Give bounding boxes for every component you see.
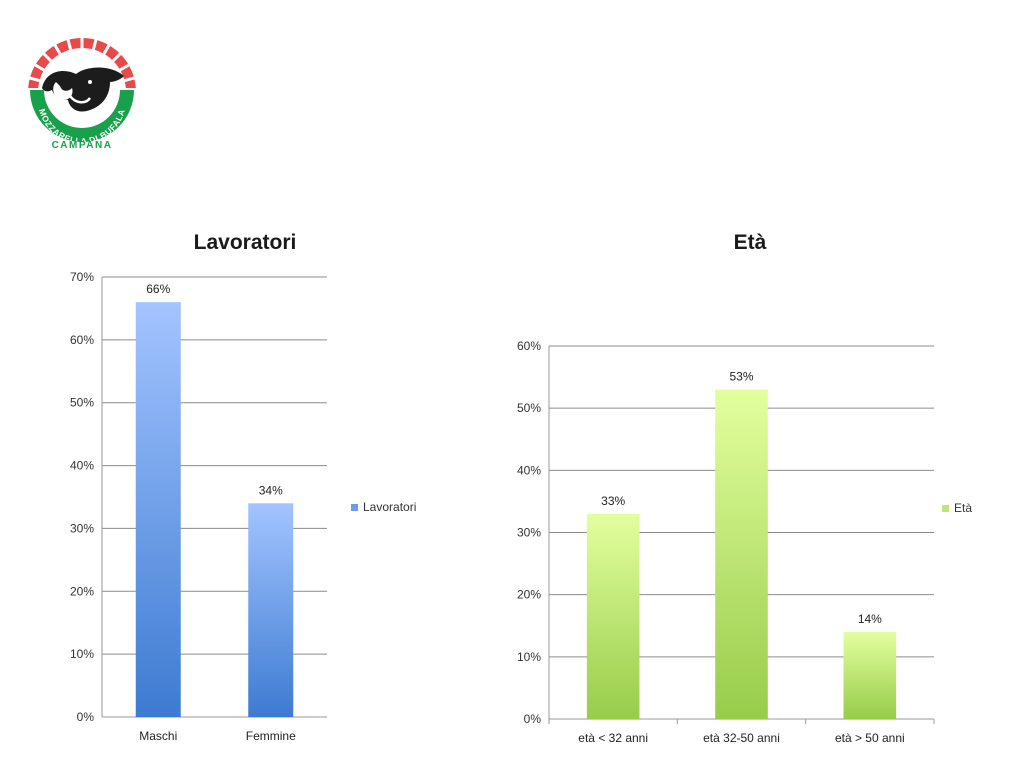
legend-swatch [351, 503, 358, 511]
eta-chart: Età 0% 10% 20% 30% 40% 50% 60% 33% età < 32 anni… [500, 225, 980, 765]
legend-label: Lavoratori [363, 500, 417, 514]
x-tick-label: età > 50 anni [835, 731, 905, 745]
y-tick-label: 10% [70, 647, 94, 661]
y-tick-label: 30% [70, 521, 94, 535]
y-tick-label: 30% [517, 526, 541, 540]
y-tick-label: 0% [77, 710, 95, 724]
y-tick-label: 50% [70, 396, 94, 410]
x-tick-label: età 32-50 anni [703, 731, 780, 745]
y-tick-label: 0% [524, 712, 542, 726]
bar [586, 513, 640, 719]
lavoratori-chart: Lavoratori 0% 10% 20% 30% 40% 50% 60% 70% 66% Mas… [40, 225, 440, 765]
chart-title: Lavoratori [193, 231, 297, 254]
bar [715, 389, 768, 719]
bar [843, 631, 897, 719]
svg-text:CAMPANA: CAMPANA [52, 140, 113, 151]
x-tick-label: età < 32 anni [578, 731, 648, 745]
legend-swatch [942, 504, 949, 512]
x-tick-label: Femmine [246, 729, 296, 743]
y-tick-label: 50% [517, 401, 541, 415]
bar [248, 503, 294, 717]
y-tick-label: 60% [70, 333, 94, 347]
y-tick-label: 20% [70, 584, 94, 598]
x-tick-label: Maschi [139, 729, 177, 743]
data-label: 33% [601, 494, 625, 508]
data-label: 14% [858, 612, 882, 626]
lavoratori-plot: 0% 10% 20% 30% 40% 50% 60% 70% 66% Maschi 34% Femmi… [70, 270, 327, 743]
legend-label: Età [954, 501, 973, 515]
chart-legend: Lavoratori [351, 500, 416, 514]
chart-legend: Età [942, 501, 972, 515]
y-tick-label: 70% [70, 270, 94, 284]
mozzarella-di-bufala-logo: MOZZARELLA DI BUFALA CAMPANA [24, 32, 140, 156]
data-label: 66% [146, 282, 170, 296]
y-tick-label: 60% [517, 339, 541, 353]
data-label: 34% [259, 483, 283, 497]
data-label: 53% [729, 370, 753, 384]
buffalo-head-icon [42, 67, 124, 112]
y-tick-label: 20% [517, 588, 541, 602]
y-tick-label: 40% [517, 463, 541, 477]
chart-title: Età [733, 231, 767, 254]
bar [135, 302, 181, 717]
y-tick-label: 40% [70, 459, 94, 473]
y-tick-label: 10% [517, 650, 541, 664]
eta-plot: 0% 10% 20% 30% 40% 50% 60% 33% età < 32 anni 53% e… [517, 339, 935, 745]
